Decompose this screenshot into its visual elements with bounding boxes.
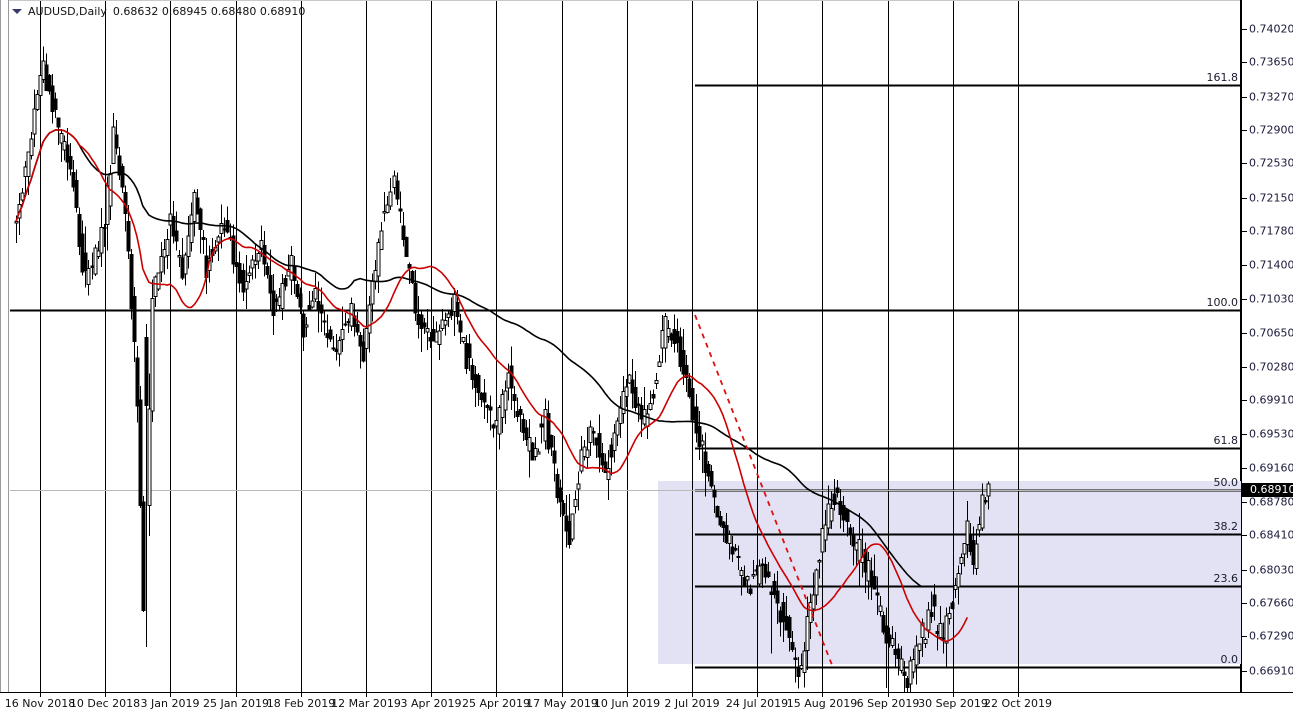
price-axis-label: 0.68780	[1249, 495, 1293, 509]
price-axis-label: 0.72900	[1249, 123, 1293, 137]
time-tick	[627, 693, 628, 697]
price-axis-label: 0.69160	[1249, 461, 1293, 475]
price-tick	[1242, 96, 1247, 98]
time-tick	[692, 693, 693, 697]
price-tick	[1242, 636, 1247, 638]
fast-moving-average	[15, 128, 969, 643]
time-tick	[496, 693, 497, 697]
price-tick	[1242, 535, 1247, 537]
fib-label-161-8: 161.8	[1206, 71, 1239, 84]
price-axis-label: 0.71030	[1249, 292, 1293, 306]
price-axis-label: 0.74020	[1249, 22, 1293, 36]
time-tick	[562, 693, 563, 697]
price-axis-label: 0.72150	[1249, 191, 1293, 205]
time-tick	[431, 693, 432, 697]
time-tick	[757, 693, 758, 697]
price-axis-label: 0.69530	[1249, 427, 1293, 441]
price-chart-svg	[10, 1, 1241, 692]
symbol-label: AUDUSD,Daily	[28, 4, 107, 18]
time-axis-label: 15 Aug 2019	[786, 697, 858, 710]
price-axis-label: 0.73650	[1249, 55, 1293, 69]
price-axis-label: 0.70650	[1249, 326, 1293, 340]
time-axis-label: 30 Sep 2019	[918, 697, 988, 710]
time-tick	[1018, 693, 1019, 697]
time-tick	[301, 693, 302, 697]
time-axis-label: 2 Jul 2019	[664, 697, 720, 710]
plot-area[interactable]	[10, 1, 1241, 692]
price-tick	[1242, 163, 1247, 165]
fib-label-100-0: 100.0	[1206, 296, 1239, 309]
price-axis-label: 0.67660	[1249, 596, 1293, 610]
price-tick	[1242, 62, 1247, 64]
price-tick	[1242, 197, 1247, 199]
price-axis-label: 0.72530	[1249, 156, 1293, 170]
price-axis-label: 0.71400	[1249, 258, 1293, 272]
time-axis-label: 17 May 2019	[526, 697, 598, 710]
time-axis-label: 24 Jul 2019	[725, 697, 789, 710]
time-tick	[888, 693, 889, 697]
time-tick	[366, 693, 367, 697]
price-tick	[1242, 366, 1247, 368]
fib-label-50-0: 50.0	[1213, 476, 1239, 489]
price-tick	[1242, 467, 1247, 469]
fib-label-38-2: 38.2	[1213, 520, 1239, 533]
price-axis[interactable]: 0.74020 0.73650 0.73270 0.72900 0.72530 0.721…	[1241, 0, 1293, 711]
chart-frame	[9, 0, 1241, 692]
time-axis-label: 3 Apr 2019	[400, 697, 462, 710]
time-tick	[236, 693, 237, 697]
price-tick	[1242, 298, 1247, 300]
time-axis-label: 18 Feb 2019	[266, 697, 336, 710]
candlestick-series	[14, 46, 991, 692]
price-tick	[1242, 501, 1247, 503]
current-price-label: 0.68910	[1247, 483, 1293, 498]
time-tick	[822, 693, 823, 697]
price-tick	[1242, 231, 1247, 233]
window-top-border	[0, 0, 1293, 1]
time-axis-label: 6 Sep 2019	[856, 697, 920, 710]
ohlc-values: 0.68632 0.68945 0.68480 0.68910	[112, 4, 306, 18]
price-axis-label: 0.68030	[1249, 563, 1293, 577]
fib-shaded-zone	[658, 481, 1241, 664]
price-axis-label: 0.69910	[1249, 393, 1293, 407]
symbol-header: AUDUSD,Daily 0.68632 0.68945 0.68480 0.6…	[12, 4, 305, 18]
fib-label-0-0: 0.0	[1220, 653, 1239, 666]
price-axis-label: 0.73270	[1249, 90, 1293, 104]
time-axis-label: 10 Dec 2018	[69, 697, 141, 710]
price-tick	[1242, 130, 1247, 132]
time-axis-label: 3 Jan 2019	[140, 697, 200, 710]
price-tick	[1242, 670, 1247, 672]
price-tick	[1242, 434, 1247, 436]
price-tick	[1242, 569, 1247, 571]
time-tick	[953, 693, 954, 697]
price-axis-label: 0.68410	[1249, 528, 1293, 542]
dashed-trendline	[694, 314, 833, 666]
time-axis-label: 22 Oct 2019	[983, 697, 1053, 710]
time-tick	[170, 693, 171, 697]
price-axis-label: 0.71780	[1249, 224, 1293, 238]
time-axis-label: 25 Apr 2019	[461, 697, 531, 710]
time-axis-label: 12 Mar 2019	[331, 697, 401, 710]
fib-label-23-6: 23.6	[1213, 572, 1239, 585]
triangle-down-icon[interactable]	[12, 8, 22, 14]
time-axis-label: 10 Jun 2019	[593, 697, 661, 710]
time-axis[interactable]: 16 Nov 2018 10 Dec 2018 3 Jan 2019 25 Jan 2…	[0, 692, 1293, 715]
slow-moving-average	[15, 128, 923, 588]
time-tick	[105, 693, 106, 697]
time-axis-label: 16 Nov 2018	[4, 697, 76, 710]
current-price-marker	[1241, 483, 1247, 498]
fib-label-61-8: 61.8	[1213, 434, 1239, 447]
price-tick	[1242, 265, 1247, 267]
window-left-gutter	[0, 0, 9, 692]
price-axis-label: 0.70280	[1249, 360, 1293, 373]
price-axis-label: 0.67290	[1249, 629, 1293, 643]
price-tick	[1242, 333, 1247, 335]
price-tick	[1242, 29, 1247, 30]
time-tick	[40, 693, 41, 697]
price-tick	[1242, 602, 1247, 604]
price-axis-label: 0.66910	[1249, 664, 1293, 678]
time-axis-label: 25 Jan 2019	[203, 697, 269, 710]
price-tick	[1242, 399, 1247, 401]
